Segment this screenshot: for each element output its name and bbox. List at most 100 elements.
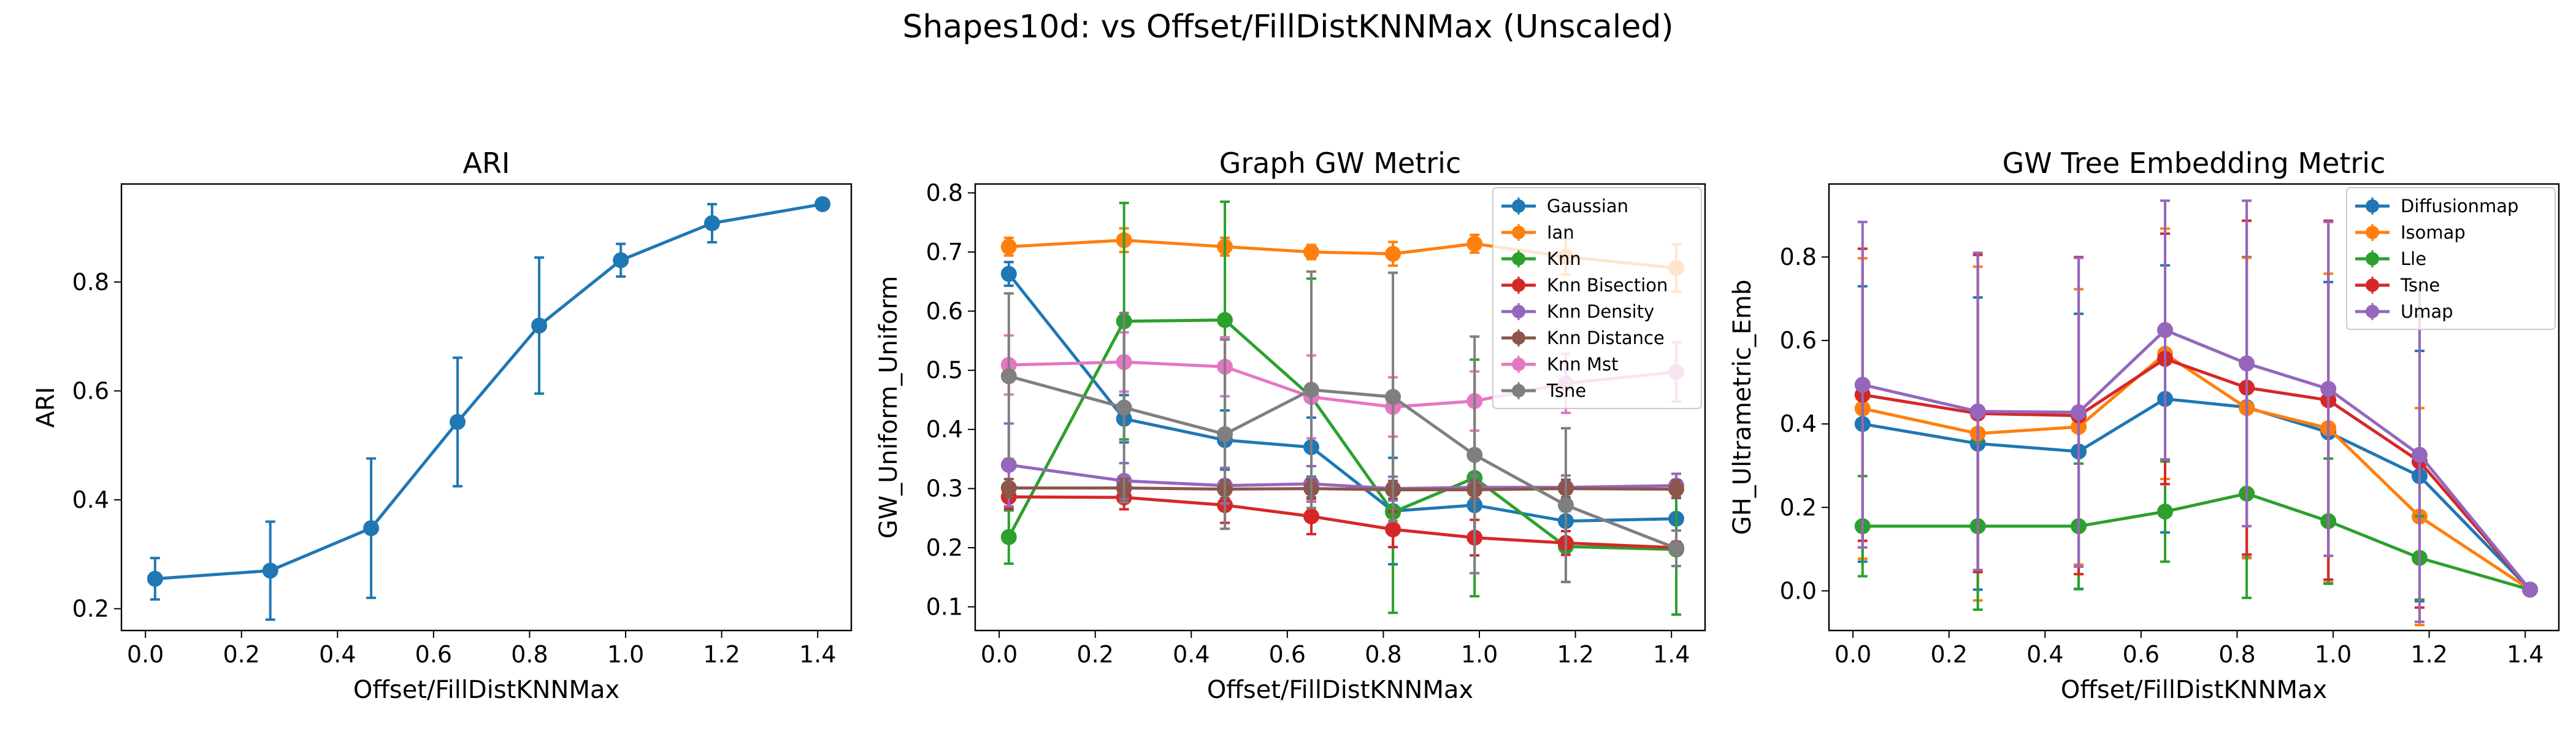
series-line [1862,328,2531,591]
series-line [155,202,823,581]
data-point [147,570,163,587]
x-tick-label: 1.4 [2507,641,2543,668]
data-point [1000,529,1017,545]
x-tick-label: 1.2 [2410,641,2447,668]
y-tick-label: 0.2 [926,534,963,561]
chart-panel-1: ARI 0.0 0.2 0.4 0.6 0.8 1.0 1.2 1.4 0.2 0.4 0.6 0.8 O… [32,147,853,704]
x-tick-label: 0.6 [2123,641,2160,668]
legend-marker [1512,278,1525,292]
data-point [815,196,831,212]
y-axis-label: GH_Ultrametric_Emb [1728,280,1757,535]
x-axis-label: Offset/FillDistKNNMax [2061,676,2327,704]
series-line [1008,486,1677,492]
series-tsne [1000,270,1685,583]
axes-frame [1828,183,2560,632]
legend-label: Diffusionmap [2401,196,2518,217]
series-line [1862,492,2531,591]
data-point [1385,521,1401,538]
data-point [1000,480,1017,496]
data-point [1000,457,1017,473]
data-point [613,252,629,269]
x-tick-label: 0.2 [1077,641,1114,668]
data-point [1466,447,1483,463]
data-point [1000,368,1017,385]
series-line [1008,495,1677,550]
figure-title: Shapes10d: vs Offset/FillDistKNNMax (Uns… [902,9,1674,45]
legend-label: Ian [1547,222,1574,243]
data-point [1000,266,1017,282]
y-tick-label: 0.2 [72,595,109,622]
x-tick-label: 0.4 [319,641,356,668]
x-tick-label: 1.2 [1557,641,1593,668]
data-point [1303,508,1320,524]
panel-title: ARI [463,147,510,180]
series-line [1007,318,1677,551]
series-line [1862,352,2531,591]
panel-title: GW Tree Embedding Metric [2003,147,2386,180]
legend-label: Knn Mst [1547,354,1619,375]
data-point [531,317,548,334]
data-point [2239,355,2255,372]
x-tick-label: 1.0 [607,641,644,668]
series-knn-density [1000,422,1685,508]
y-tick-label: 0.4 [72,486,109,513]
legend-marker [2366,199,2379,213]
data-point [1303,381,1320,398]
y-tick-label: 0.4 [926,416,963,443]
data-point [1385,389,1401,405]
data-point [1668,540,1685,556]
x-tick-label: 0.6 [415,641,452,668]
x-tick-label: 0.0 [127,641,164,668]
x-tick-label: 0.2 [223,641,260,668]
legend-marker [2366,252,2379,266]
legend-label: Tsne [1546,380,1586,401]
data-point [2320,381,2337,397]
data-point [2411,447,2428,463]
legend-label: Knn [1547,248,1581,269]
legend-label: Knn Density [1547,301,1654,322]
y-tick-label: 0.5 [926,357,963,384]
x-tick-label: 0.8 [2218,641,2255,668]
y-tick-label: 0.6 [1780,327,1817,354]
data-point [1116,399,1132,416]
y-axis-label: GW_Uniform_Uniform [875,276,903,539]
x-tick-label: 1.4 [1653,641,1690,668]
legend: Diffusionmap Isomap Lle Tsne Umap [2346,187,2556,330]
data-point [1969,403,1986,420]
x-tick-label: 0.2 [1931,641,1968,668]
legend-marker [1512,331,1525,345]
legend-label: Umap [2401,301,2453,322]
y-tick-label: 0.8 [926,179,963,206]
y-tick-label: 0.8 [1780,243,1817,270]
legend: Gaussian Ian Knn Knn Bisection Knn Density Kn… [1492,187,1702,409]
data-point [1217,426,1233,442]
y-tick-label: 0.6 [72,377,109,404]
series-umap [1854,199,2539,623]
legend-label: Gaussian [1547,196,1628,217]
legend-marker [1512,199,1525,213]
y-tick-label: 0.6 [926,297,963,324]
x-tick-label: 1.0 [1461,641,1498,668]
series-lle [1854,388,2539,611]
legend-marker [1512,384,1525,397]
legend-marker [2366,226,2379,239]
y-axis-label: ARI [32,387,60,428]
x-tick-label: 0.8 [1365,641,1401,668]
data-point [1217,312,1233,328]
x-tick-label: 0.6 [1269,641,1306,668]
legend-box [2346,187,2556,330]
series-1 [147,196,831,621]
y-tick-label: 0.4 [1780,410,1817,437]
legend-marker [1512,252,1525,266]
x-tick-label: 0.0 [981,641,1018,668]
y-tick-label: 0.1 [926,593,963,620]
data-point [262,562,278,579]
legend-label: Isomap [2401,222,2466,243]
x-tick-label: 0.0 [1834,641,1871,668]
series-line [1862,357,2531,591]
y-tick-label: 0.3 [926,475,963,502]
y-tick-label: 0.7 [926,239,963,266]
axes-frame [974,183,1706,632]
y-tick-label: 0.2 [1780,494,1817,521]
legend-marker [2366,278,2379,292]
